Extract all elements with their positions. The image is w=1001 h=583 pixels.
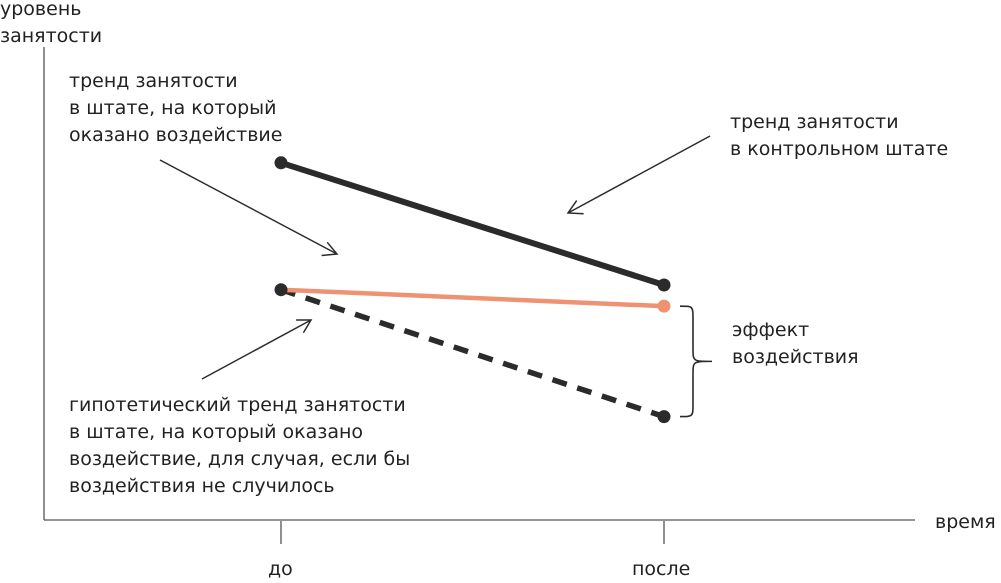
label-line: воздействия не случилось <box>69 475 335 497</box>
arrow-control-annotation <box>566 135 711 215</box>
y-axis-label-line: занятости <box>0 25 103 47</box>
y-axis-label-line: уровень <box>0 0 82 20</box>
label-line: тренд занятости <box>69 70 238 92</box>
treated-trend-line <box>278 287 667 309</box>
control-trend-label: тренд занятости в контрольном штате <box>730 109 948 163</box>
arrow-treated-annotation <box>159 159 339 257</box>
effect-brace <box>679 305 713 418</box>
treated-before-point <box>274 283 288 297</box>
x-tick-label-after: после <box>632 558 691 580</box>
control-trend-line <box>278 159 667 288</box>
label-line: оказано воздействие <box>69 124 283 146</box>
treated-trend-label: тренд занятости в штате, на который оказ… <box>69 68 282 149</box>
counterfactual-after-point <box>657 410 671 424</box>
x-axis-label: время <box>935 511 996 533</box>
x-tick-label-before: до <box>268 558 293 580</box>
label-line: в штате, на который оказано <box>69 421 364 443</box>
label-line: гипотетический тренд занятости <box>69 394 406 416</box>
label-line: воздействия <box>732 346 859 368</box>
label-line: тренд занятости <box>730 111 899 133</box>
control-before-point <box>274 156 288 170</box>
label-line: воздействие, для случая, если бы <box>69 448 411 470</box>
arrow-counterfactual-annotation <box>201 319 313 380</box>
control-after-point <box>657 278 671 292</box>
y-axis-label: уровень занятости <box>0 0 102 50</box>
treated-after-point <box>657 299 671 313</box>
label-line: эффект <box>732 319 810 341</box>
effect-label: эффект воздействия <box>732 317 859 371</box>
label-line: в штате, на который <box>69 97 277 119</box>
counterfactual-trend-label: гипотетический тренд занятости в штате, … <box>69 392 410 500</box>
label-line: в контрольном штате <box>730 138 949 160</box>
